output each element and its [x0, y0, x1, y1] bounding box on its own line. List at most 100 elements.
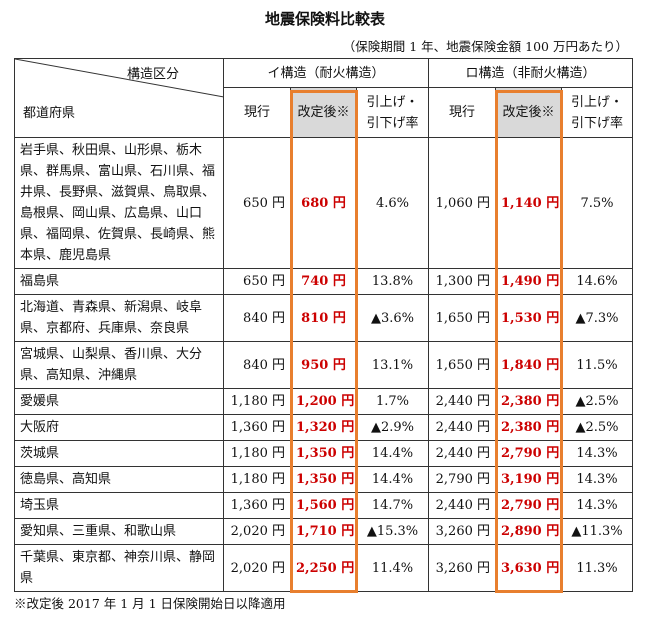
value-cell: 680 円 — [290, 137, 357, 269]
value-cell: 2,440 円 — [428, 414, 496, 441]
column-header: 引上げ・引下げ率 — [560, 87, 634, 138]
value-cell: 14.6% — [560, 268, 634, 295]
value-cell: 2,440 円 — [428, 492, 496, 519]
value-cell: 840 円 — [223, 294, 291, 342]
value-cell: 2,380 円 — [495, 414, 562, 441]
row: 大阪府 1,360 円 1,320 円 ▲2.9% 2,440 円 2,380 円 ▲2.5… — [14, 414, 634, 441]
prefecture-cell: 福島県 — [14, 268, 224, 295]
value-cell: 650 円 — [223, 268, 291, 295]
row: 茨城県 1,180 円 1,350 円 14.4% 2,440 円 2,790 円 14.3… — [14, 440, 634, 467]
row: 北海道、青森県、新潟県、岐阜県、京都府、兵庫県、奈良県 840 円 810 円 ▲3.… — [14, 294, 634, 342]
diagonal — [15, 59, 224, 98]
value-cell: 1,140 円 — [495, 137, 562, 269]
value-cell: 14.3% — [560, 440, 634, 467]
value-cell: 1,300 円 — [428, 268, 496, 295]
value-cell: 2,790 円 — [428, 466, 496, 493]
value-cell: 810 円 — [290, 294, 357, 342]
value-cell: 840 円 — [223, 341, 291, 389]
value-cell: ▲2.9% — [356, 414, 429, 441]
prefecture-cell: 愛媛県 — [14, 388, 224, 415]
value-cell: ▲15.3% — [356, 518, 429, 545]
prefecture-cell: 北海道、青森県、新潟県、岐阜県、京都府、兵庫県、奈良県 — [14, 294, 224, 342]
value-cell: 13.1% — [356, 341, 429, 389]
column-header: 引上げ・引下げ率 — [356, 87, 429, 138]
value-cell: 1,350 円 — [290, 466, 357, 493]
prefecture-cell: 千葉県、東京都、神奈川県、静岡県 — [14, 544, 224, 592]
row: 埼玉県 1,360 円 1,560 円 14.7% 2,440 円 2,790 円 14.3… — [14, 492, 634, 519]
value-cell: 2,440 円 — [428, 388, 496, 415]
corner-top: 構造区分 — [127, 67, 180, 82]
group-header: イ構造（耐火構造） — [223, 58, 429, 88]
row: 愛媛県 1,180 円 1,200 円 1.7% 2,440 円 2,380 円 ▲2.5% — [14, 388, 634, 415]
prefecture-cell: 大阪府 — [14, 414, 224, 441]
value-cell: ▲2.5% — [560, 414, 634, 441]
value-cell: 1,320 円 — [290, 414, 357, 441]
value-cell: 650 円 — [223, 137, 291, 269]
value-cell: 1,710 円 — [290, 518, 357, 545]
value-cell: ▲7.3% — [560, 294, 634, 342]
value-cell: 3,630 円 — [495, 544, 562, 592]
value-cell: 740 円 — [290, 268, 357, 295]
column-header: 現行 — [428, 87, 496, 138]
value-cell: 7.5% — [560, 137, 634, 269]
value-cell: 4.6% — [356, 137, 429, 269]
corner-bottom: 都道府県 — [23, 106, 76, 121]
value-cell: 11.3% — [560, 544, 634, 592]
value-cell: 1,180 円 — [223, 466, 291, 493]
prefecture-cell: 茨城県 — [14, 440, 224, 467]
group-header: ロ構造（非耐火構造） — [427, 58, 634, 88]
title: 地震保険料比較表 — [264, 10, 385, 28]
footnote: ※改定後 2017 年 1 月 1 日保険開始日以降適用 — [14, 596, 286, 611]
value-cell: 1,650 円 — [428, 341, 496, 389]
prefecture-cell: 埼玉県 — [14, 492, 224, 519]
value-cell: 1.7% — [356, 388, 429, 415]
value-cell: 2,380 円 — [495, 388, 562, 415]
row: 福島県 650 円 740 円 13.8% 1,300 円 1,490 円 14.6% — [14, 268, 634, 295]
value-cell: ▲3.6% — [356, 294, 429, 342]
value-cell: 1,360 円 — [223, 492, 291, 519]
value-cell: ▲2.5% — [560, 388, 634, 415]
subtitle: （保険期間 1 年、地震保険金額 100 万円あたり） — [342, 39, 628, 54]
value-cell: 14.4% — [356, 440, 429, 467]
column-header: 改定後※ — [290, 87, 357, 138]
value-cell: 1,840 円 — [495, 341, 562, 389]
value-cell: 2,020 円 — [223, 544, 291, 592]
value-cell: 1,350 円 — [290, 440, 357, 467]
prefecture-cell: 愛知県、三重県、和歌山県 — [14, 518, 224, 545]
value-cell: 2,250 円 — [290, 544, 357, 592]
value-cell: 3,260 円 — [428, 518, 496, 545]
value-cell: ▲11.3% — [560, 518, 634, 545]
value-cell: 14.3% — [560, 492, 634, 519]
value-cell: 2,020 円 — [223, 518, 291, 545]
value-cell: 950 円 — [290, 341, 357, 389]
value-cell: 2,790 円 — [495, 440, 562, 467]
value-cell: 1,530 円 — [495, 294, 562, 342]
row: 宮城県、山梨県、香川県、大分県、高知県、沖縄県 840 円 950 円 13.1% 1,… — [14, 341, 634, 389]
value-cell: 1,360 円 — [223, 414, 291, 441]
row: 千葉県、東京都、神奈川県、静岡県 2,020 円 2,250 円 11.4% 3,260… — [14, 544, 634, 592]
prefecture-cell: 徳島県、高知県 — [14, 466, 224, 493]
value-cell: 14.7% — [356, 492, 429, 519]
prefecture-cell: 岩手県、秋田県、山形県、栃木県、群馬県、富山県、石川県、福井県、長野県、滋賀県、… — [14, 137, 224, 269]
row: 岩手県、秋田県、山形県、栃木県、群馬県、富山県、石川県、福井県、長野県、滋賀県、… — [14, 137, 634, 269]
value-cell: 1,490 円 — [495, 268, 562, 295]
value-cell: 1,180 円 — [223, 440, 291, 467]
value-cell: 3,260 円 — [428, 544, 496, 592]
value-cell: 1,200 円 — [290, 388, 357, 415]
value-cell: 1,560 円 — [290, 492, 357, 519]
row: 徳島県、高知県 1,180 円 1,350 円 14.4% 2,790 円 3,190 円… — [14, 466, 634, 493]
value-cell: 14.3% — [560, 466, 634, 493]
value-cell: 1,060 円 — [428, 137, 496, 269]
table: 構造区分 都道府県 イ構造（耐火構造） ロ構造（非耐火構造） 現行 改定後※ 引上げ… — [14, 58, 634, 592]
column-header: 改定後※ — [495, 87, 562, 138]
value-cell: 11.5% — [560, 341, 634, 389]
value-cell: 2,890 円 — [495, 518, 562, 545]
value-cell: 1,650 円 — [428, 294, 496, 342]
value-cell: 2,440 円 — [428, 440, 496, 467]
value-cell: 11.4% — [356, 544, 429, 592]
value-cell: 1,180 円 — [223, 388, 291, 415]
value-cell: 13.8% — [356, 268, 429, 295]
corner-cell: 構造区分 都道府県 — [14, 58, 224, 138]
